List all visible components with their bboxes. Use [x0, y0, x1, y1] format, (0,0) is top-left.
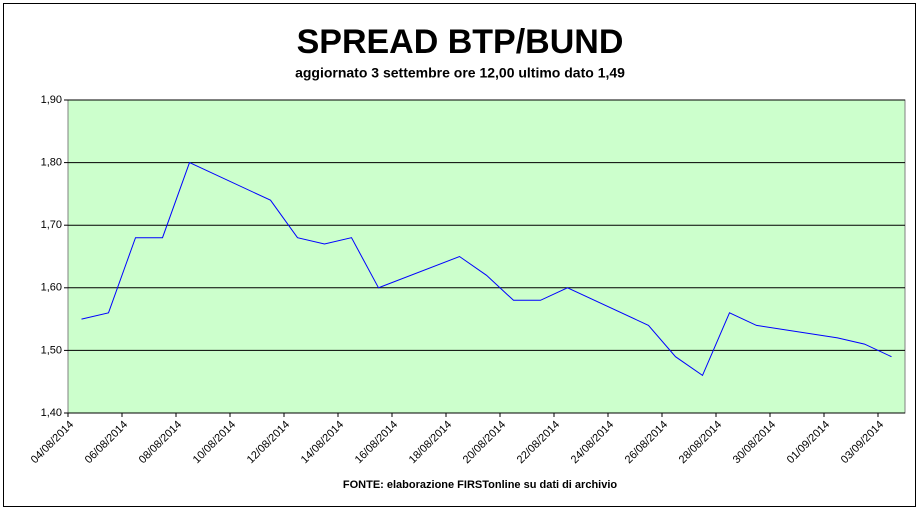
y-tick-label: 1,40: [41, 407, 62, 419]
source-note: FONTE: elaborazione FIRSTonline su dati …: [343, 479, 617, 491]
chart-subtitle: aggiornato 3 settembre ore 12,00 ultimo …: [295, 65, 625, 81]
chart-title: SPREAD BTP/BUND: [297, 23, 624, 61]
y-tick-label: 1,90: [41, 94, 62, 106]
data-line: [81, 161, 892, 377]
y-tick-label: 1,60: [41, 282, 62, 294]
y-tick-label: 1,50: [41, 344, 62, 356]
y-tick-label: 1,70: [41, 219, 62, 231]
plot-area: [67, 99, 906, 414]
y-tick-label: 1,80: [41, 157, 62, 169]
